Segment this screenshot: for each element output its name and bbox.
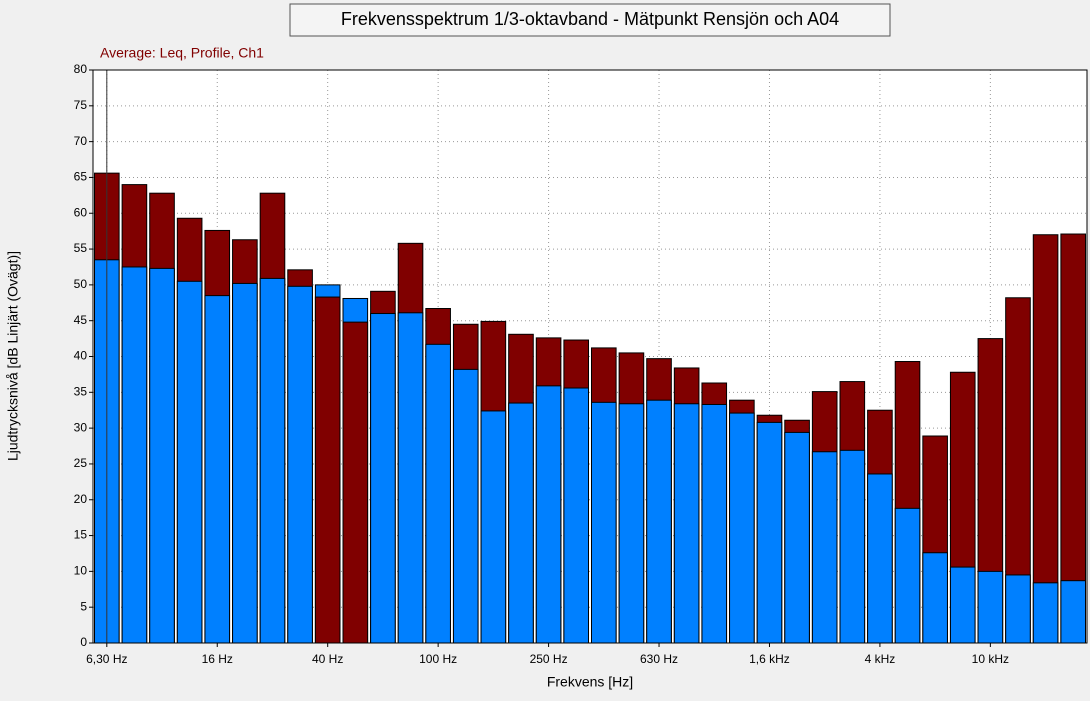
y-tick-label: 65	[74, 170, 88, 184]
y-tick-label: 75	[74, 98, 88, 112]
bar	[397, 312, 424, 644]
bar	[673, 403, 700, 644]
y-tick-label: 0	[80, 635, 87, 649]
bar	[314, 296, 341, 644]
bar	[839, 449, 866, 644]
bar	[784, 431, 810, 644]
x-tick-label: 250 Hz	[530, 652, 568, 666]
y-tick-label: 50	[74, 277, 88, 291]
bar	[121, 266, 148, 644]
y-tick-label: 10	[74, 564, 88, 578]
bar	[176, 280, 203, 644]
bar	[1060, 580, 1087, 644]
bar	[1005, 574, 1031, 644]
bar	[701, 403, 728, 644]
x-tick-label: 40 Hz	[312, 652, 343, 666]
bar	[287, 285, 313, 644]
bar	[811, 451, 838, 644]
annotation: Average: Leq, Profile, Ch1	[100, 45, 264, 61]
title-box	[289, 3, 891, 37]
bar	[977, 570, 1004, 644]
y-tick-label: 55	[74, 241, 88, 255]
x-tick-label: 16 Hz	[202, 652, 233, 666]
y-tick-label: 35	[74, 384, 88, 398]
bar	[480, 410, 507, 644]
bar	[646, 399, 672, 644]
y-tick-label: 5	[80, 599, 87, 613]
plot-border	[92, 69, 1088, 644]
bar	[591, 401, 617, 644]
bar	[342, 321, 369, 644]
y-tick-label: 20	[74, 492, 88, 506]
x-tick-label: 4 kHz	[865, 652, 896, 666]
bar	[949, 566, 976, 644]
y-tick-label: 30	[74, 420, 88, 434]
y-axis-label: Ljudtrycksnivå [dB Linjärt (Ovägt)]	[5, 251, 21, 461]
x-tick-label: 100 Hz	[419, 652, 457, 666]
x-tick-label: 10 kHz	[972, 652, 1009, 666]
bar	[867, 473, 893, 644]
bar	[204, 295, 231, 644]
y-tick-label: 25	[74, 456, 88, 470]
bar	[618, 403, 645, 644]
bar	[370, 313, 396, 644]
y-tick-label: 15	[74, 528, 88, 542]
bar	[259, 277, 286, 644]
bar	[232, 282, 258, 644]
y-tick-label: 80	[74, 62, 88, 76]
bar	[535, 385, 562, 644]
bar	[563, 387, 590, 644]
y-tick-label: 40	[74, 349, 88, 363]
bar	[452, 368, 479, 644]
bar	[894, 507, 921, 644]
bar	[756, 421, 783, 644]
y-tick-label: 60	[74, 205, 88, 219]
y-tick-label: 45	[74, 313, 88, 327]
x-tick-label: 630 Hz	[640, 652, 678, 666]
bar	[922, 552, 948, 644]
bar	[1032, 234, 1059, 644]
chart-title: Frekvensspektrum 1/3-oktavband - Mätpunk…	[341, 9, 839, 29]
bar	[729, 412, 755, 644]
bar	[149, 267, 175, 644]
bar	[1032, 582, 1059, 644]
x-tick-label: 1,6 kHz	[749, 652, 790, 666]
bar	[425, 343, 451, 644]
y-tick-label: 70	[74, 134, 88, 148]
x-axis-label: Frekvens [Hz]	[547, 674, 633, 690]
bar	[1060, 233, 1087, 644]
x-tick-label: 6,30 Hz	[86, 652, 127, 666]
bar	[508, 402, 534, 644]
